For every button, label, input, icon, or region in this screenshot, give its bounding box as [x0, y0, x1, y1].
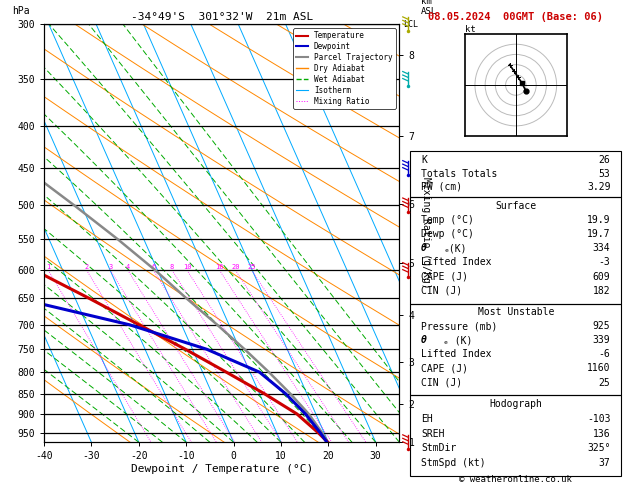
Text: 1160: 1160: [587, 364, 611, 373]
Text: LCL: LCL: [403, 20, 418, 29]
Text: km
ASL: km ASL: [421, 0, 437, 16]
Text: Dewp (°C): Dewp (°C): [421, 229, 474, 239]
X-axis label: Dewpoint / Temperature (°C): Dewpoint / Temperature (°C): [131, 464, 313, 474]
Text: hPa: hPa: [12, 6, 30, 16]
Text: 53: 53: [599, 169, 611, 178]
Text: EH: EH: [421, 414, 433, 424]
Text: 16: 16: [215, 264, 224, 270]
Text: Surface: Surface: [495, 201, 537, 210]
Text: Totals Totals: Totals Totals: [421, 169, 498, 178]
Text: Lifted Index: Lifted Index: [421, 349, 492, 360]
Text: PW (cm): PW (cm): [421, 182, 462, 191]
Text: 609: 609: [593, 272, 611, 282]
Text: kt: kt: [465, 25, 476, 34]
Text: ₑ(K): ₑ(K): [443, 243, 467, 253]
Text: θ: θ: [421, 335, 427, 346]
Text: StmSpd (kt): StmSpd (kt): [421, 458, 486, 468]
Bar: [410, 151, 621, 197]
Text: CIN (J): CIN (J): [421, 378, 462, 387]
Text: Temp (°C): Temp (°C): [421, 215, 474, 225]
Legend: Temperature, Dewpoint, Parcel Trajectory, Dry Adiabat, Wet Adiabat, Isotherm, Mi: Temperature, Dewpoint, Parcel Trajectory…: [293, 28, 396, 109]
Text: 19.7: 19.7: [587, 229, 611, 239]
Text: CAPE (J): CAPE (J): [421, 272, 468, 282]
Bar: [410, 395, 621, 476]
Bar: [410, 197, 621, 304]
Text: 20: 20: [231, 264, 240, 270]
Text: 925: 925: [593, 321, 611, 331]
Text: Lifted Index: Lifted Index: [421, 258, 492, 267]
Text: 339: 339: [593, 335, 611, 346]
Text: 136: 136: [593, 429, 611, 438]
Text: Most Unstable: Most Unstable: [477, 307, 554, 317]
Text: CAPE (J): CAPE (J): [421, 364, 468, 373]
Text: K: K: [421, 156, 427, 165]
Text: SREH: SREH: [421, 429, 445, 438]
Text: 4: 4: [126, 264, 130, 270]
Text: 25: 25: [599, 378, 611, 387]
Text: 2: 2: [84, 264, 89, 270]
Text: 3: 3: [108, 264, 113, 270]
Text: ₑ (K): ₑ (K): [443, 335, 472, 346]
Text: 325°: 325°: [587, 443, 611, 453]
Text: 334: 334: [593, 243, 611, 253]
Text: 25: 25: [247, 264, 256, 270]
Text: -3: -3: [599, 258, 611, 267]
Text: 08.05.2024  00GMT (Base: 06): 08.05.2024 00GMT (Base: 06): [428, 12, 603, 22]
Text: -103: -103: [587, 414, 611, 424]
Text: Hodograph: Hodograph: [489, 399, 542, 409]
Text: 6: 6: [151, 264, 155, 270]
Text: 26: 26: [599, 156, 611, 165]
Text: 19.9: 19.9: [587, 215, 611, 225]
Text: 3.29: 3.29: [587, 182, 611, 191]
Text: 8: 8: [170, 264, 174, 270]
Title: -34°49'S  301°32'W  21m ASL: -34°49'S 301°32'W 21m ASL: [131, 12, 313, 22]
Text: 37: 37: [599, 458, 611, 468]
Text: Pressure (mb): Pressure (mb): [421, 321, 498, 331]
Text: 10: 10: [182, 264, 191, 270]
Text: 182: 182: [593, 286, 611, 296]
Text: © weatheronline.co.uk: © weatheronline.co.uk: [459, 474, 572, 484]
Text: CIN (J): CIN (J): [421, 286, 462, 296]
Text: -6: -6: [599, 349, 611, 360]
Text: θ: θ: [421, 243, 427, 253]
Text: StmDir: StmDir: [421, 443, 457, 453]
Text: 1: 1: [46, 264, 50, 270]
Bar: [410, 304, 621, 395]
Y-axis label: Mixing Ratio (g/kg): Mixing Ratio (g/kg): [421, 177, 431, 289]
